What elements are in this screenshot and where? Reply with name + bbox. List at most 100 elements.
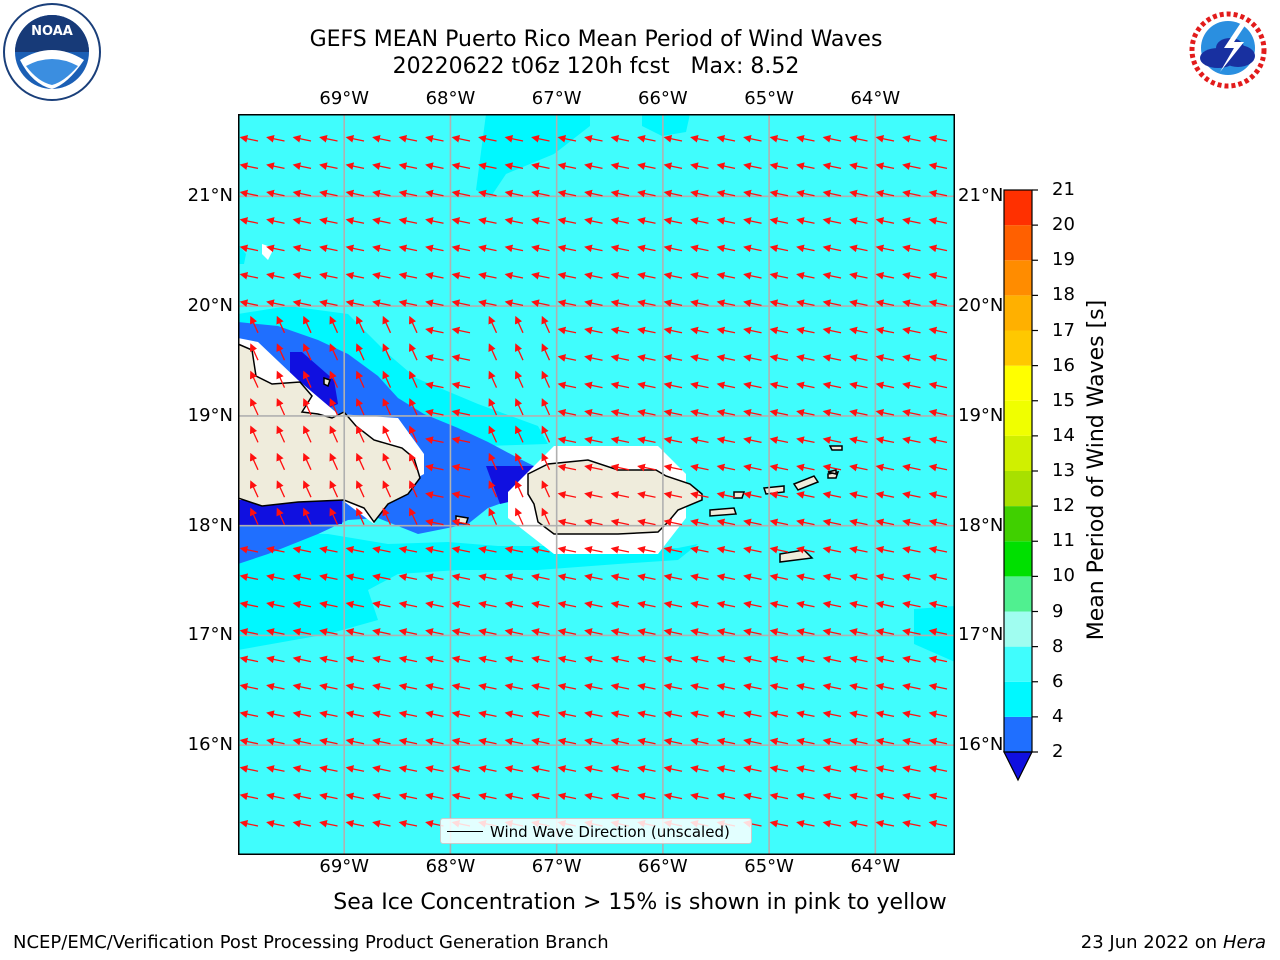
wave-direction-arrow — [478, 271, 497, 280]
wave-direction-arrow — [796, 381, 815, 390]
wave-direction-arrow — [822, 765, 842, 773]
wave-direction-arrow — [451, 162, 471, 170]
nws-logo — [1181, 3, 1275, 97]
colorbar-tick-label: 13 — [1052, 460, 1075, 481]
wave-direction-arrow — [239, 600, 259, 609]
wave-direction-arrow — [663, 628, 683, 636]
colorbar-segment — [1004, 435, 1032, 471]
wave-direction-arrow — [928, 545, 948, 554]
wave-direction-arrow — [902, 408, 921, 417]
wave-direction-arrow — [355, 315, 365, 334]
wave-direction-arrow — [319, 600, 338, 609]
wave-direction-arrow — [849, 217, 868, 225]
wave-direction-arrow — [690, 573, 709, 581]
longitude-label: 65°W — [744, 88, 794, 109]
longitude-label: 66°W — [638, 856, 688, 877]
wave-direction-arrow — [504, 573, 524, 581]
wave-direction-arrow — [796, 299, 815, 307]
wave-direction-arrow — [557, 189, 577, 198]
wave-direction-arrow — [398, 189, 418, 198]
wave-direction-arrow — [276, 452, 286, 471]
wave-direction-arrow — [822, 600, 842, 609]
wave-direction-arrow — [769, 792, 789, 801]
wave-direction-arrow — [796, 737, 815, 746]
wave-direction-arrow — [292, 573, 312, 581]
graticule — [238, 114, 955, 855]
wave-direction-arrow — [239, 217, 259, 225]
wave-direction-arrow — [504, 134, 524, 143]
wave-direction-arrow — [875, 354, 895, 362]
wave-direction-arrow — [319, 737, 338, 746]
wave-direction-arrow — [541, 452, 551, 471]
wave-direction-arrow — [796, 545, 815, 554]
wave-direction-arrow — [504, 271, 524, 280]
wave-direction-arrow — [769, 737, 789, 746]
latitude-label: 17°N — [187, 624, 233, 646]
wave-direction-arrow — [372, 600, 391, 609]
wave-direction-arrow — [584, 491, 603, 499]
wave-direction-arrow — [610, 217, 630, 225]
wave-direction-arrow — [902, 217, 921, 225]
wave-direction-arrow — [266, 600, 285, 609]
wave-direction-arrow — [319, 573, 338, 581]
wave-direction-arrow — [345, 792, 365, 801]
colorbar-segment — [1004, 295, 1032, 331]
wave-direction-arrow — [329, 315, 339, 334]
wave-direction-arrow — [716, 655, 736, 664]
wave-direction-arrow — [902, 189, 921, 198]
noaa-logo: NOAA — [3, 3, 101, 101]
wave-direction-arrow — [875, 628, 895, 636]
wave-direction-arrow — [663, 134, 683, 143]
footer-date-text: 23 Jun 2022 on — [1080, 932, 1218, 953]
wave-direction-arrow — [637, 710, 656, 718]
wave-direction-arrow — [292, 682, 312, 691]
wave-direction-arrow — [382, 480, 392, 498]
wave-direction-arrow — [292, 134, 312, 143]
wave-direction-arrow — [690, 134, 709, 143]
wave-direction-arrow — [329, 507, 339, 525]
wave-direction-arrow — [557, 628, 577, 636]
wave-direction-arrow — [345, 710, 365, 718]
wave-direction-arrow — [690, 217, 709, 225]
wave-direction-arrow — [796, 628, 815, 636]
wave-direction-arrow — [822, 682, 842, 691]
wave-direction-arrow — [266, 765, 285, 773]
wave-direction-arrow — [637, 518, 656, 527]
wave-direction-arrow — [382, 425, 392, 443]
wave-direction-arrow — [451, 518, 471, 527]
wave-direction-arrow — [690, 436, 709, 444]
wave-direction-arrow — [769, 545, 789, 554]
wave-direction-arrow — [408, 343, 418, 361]
wave-direction-arrow — [902, 436, 921, 444]
wave-direction-arrow — [504, 217, 524, 225]
wave-direction-arrow — [478, 189, 497, 198]
wave-direction-arrow — [769, 600, 789, 609]
wave-direction-arrow — [822, 491, 842, 499]
wave-direction-arrow — [928, 134, 948, 143]
wave-direction-arrow — [292, 710, 312, 718]
wave-direction-arrow — [663, 381, 683, 390]
wave-direction-arrow — [822, 792, 842, 801]
wave-direction-arrow — [822, 408, 842, 417]
wave-direction-arrow — [266, 217, 285, 225]
wave-direction-arrow — [504, 737, 524, 746]
wave-direction-arrow — [425, 271, 444, 280]
wave-direction-arrow — [398, 792, 418, 801]
wave-direction-arrow — [514, 315, 524, 334]
wave-direction-arrow — [425, 573, 444, 581]
wave-direction-arrow — [239, 710, 259, 718]
wave-direction-arrow — [637, 189, 656, 198]
wave-direction-arrow — [637, 628, 656, 636]
wave-direction-arrow — [796, 408, 815, 417]
wave-direction-arrow — [345, 737, 365, 746]
wave-direction-arrow — [796, 463, 815, 472]
wave-direction-arrow — [451, 765, 471, 773]
wave-direction-arrow — [584, 326, 603, 335]
wave-direction-arrow — [663, 710, 683, 718]
wave-direction-arrow — [557, 573, 577, 581]
wave-direction-arrow — [875, 299, 895, 307]
wave-direction-arrow — [292, 217, 312, 225]
colorbar-segment — [1004, 541, 1032, 577]
wave-direction-arrow — [743, 600, 762, 609]
wave-direction-arrow — [875, 600, 895, 609]
